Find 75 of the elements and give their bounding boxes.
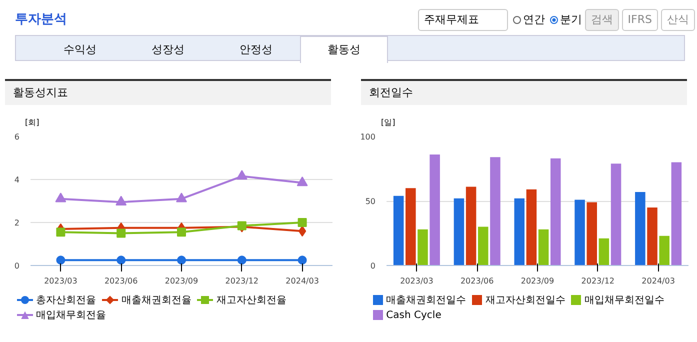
y-axis-title: [회] bbox=[24, 117, 40, 128]
bar bbox=[550, 158, 561, 266]
text: 투자분석 bbox=[15, 10, 67, 29]
y-tick-label: 0 bbox=[14, 262, 20, 270]
bar bbox=[538, 229, 549, 266]
x-tick-label: 2024/03 bbox=[642, 276, 675, 286]
bar bbox=[430, 154, 440, 266]
bar bbox=[671, 162, 682, 266]
legend-item: 총자산회전율 bbox=[17, 293, 96, 308]
point bbox=[177, 228, 186, 237]
text: 활동성 bbox=[300, 36, 388, 63]
text: 검색 bbox=[584, 9, 619, 31]
text: 안정성 bbox=[238, 42, 274, 58]
point bbox=[55, 192, 66, 202]
point bbox=[237, 256, 246, 265]
x-tick-label: 2023/03 bbox=[44, 276, 78, 286]
bar bbox=[586, 202, 597, 266]
chart-title: 활동성지표 bbox=[5, 79, 331, 105]
bar bbox=[393, 196, 404, 266]
y-tick-label: 100 bbox=[360, 132, 376, 142]
bar bbox=[478, 226, 488, 266]
legend-item: 재고자산회전일수 bbox=[472, 293, 566, 308]
bar bbox=[514, 198, 525, 266]
bar bbox=[406, 188, 416, 266]
point bbox=[56, 256, 66, 265]
point bbox=[116, 196, 127, 206]
point bbox=[116, 256, 126, 265]
y-tick-label: 6 bbox=[14, 132, 20, 142]
point bbox=[56, 228, 66, 237]
bar bbox=[490, 157, 500, 266]
legend-item: 매출채권회전율 bbox=[102, 293, 192, 308]
point bbox=[298, 226, 306, 237]
bar bbox=[647, 207, 658, 266]
point bbox=[298, 256, 307, 265]
x-tick-label: 2023/06 bbox=[460, 276, 494, 286]
y-tick-label: 2 bbox=[14, 218, 20, 228]
point bbox=[296, 176, 308, 186]
x-tick-label: 2023/12 bbox=[225, 276, 259, 286]
bar bbox=[610, 164, 622, 266]
text: 수익성 bbox=[62, 42, 98, 58]
legend-item: 재고자산회전율 bbox=[197, 293, 287, 308]
text: 분기 bbox=[560, 13, 582, 26]
point bbox=[236, 170, 248, 180]
bar bbox=[466, 186, 476, 266]
x-tick-label: 2023/09 bbox=[520, 276, 554, 286]
text: IFRS bbox=[622, 9, 658, 31]
bar bbox=[526, 189, 537, 266]
bar bbox=[418, 229, 428, 266]
x-tick-label: 2023/06 bbox=[104, 276, 138, 286]
text: 연간 bbox=[522, 13, 545, 26]
y-axis-title: [일] bbox=[380, 117, 396, 128]
text: 주재무제표 bbox=[418, 9, 508, 31]
x-tick-label: 2024/03 bbox=[286, 276, 319, 286]
x-tick-label: 2023/03 bbox=[400, 276, 434, 286]
bar bbox=[454, 198, 464, 266]
legend-item: 매입채무회전율 bbox=[17, 308, 106, 323]
bar bbox=[635, 192, 646, 266]
y-tick-label: 4 bbox=[14, 176, 20, 184]
text: 성장성 bbox=[150, 42, 186, 58]
y-tick-label: 0 bbox=[370, 262, 376, 270]
bar bbox=[598, 238, 610, 266]
text: 산식 bbox=[661, 9, 695, 31]
point bbox=[116, 228, 126, 238]
point bbox=[176, 192, 187, 202]
legend-item: 매입채무회전일수 bbox=[571, 293, 665, 308]
legend-item: 매출채권회전일수 bbox=[373, 293, 466, 308]
bar bbox=[574, 200, 585, 266]
point bbox=[298, 218, 307, 227]
x-tick-label: 2023/09 bbox=[164, 276, 198, 286]
chart-title: 회전일수 bbox=[361, 79, 687, 105]
legend-item: Cash Cycle bbox=[373, 308, 442, 323]
point bbox=[177, 256, 186, 265]
x-tick-label: 2023/12 bbox=[581, 276, 615, 286]
bar bbox=[659, 236, 670, 266]
y-tick-label: 50 bbox=[365, 197, 376, 206]
